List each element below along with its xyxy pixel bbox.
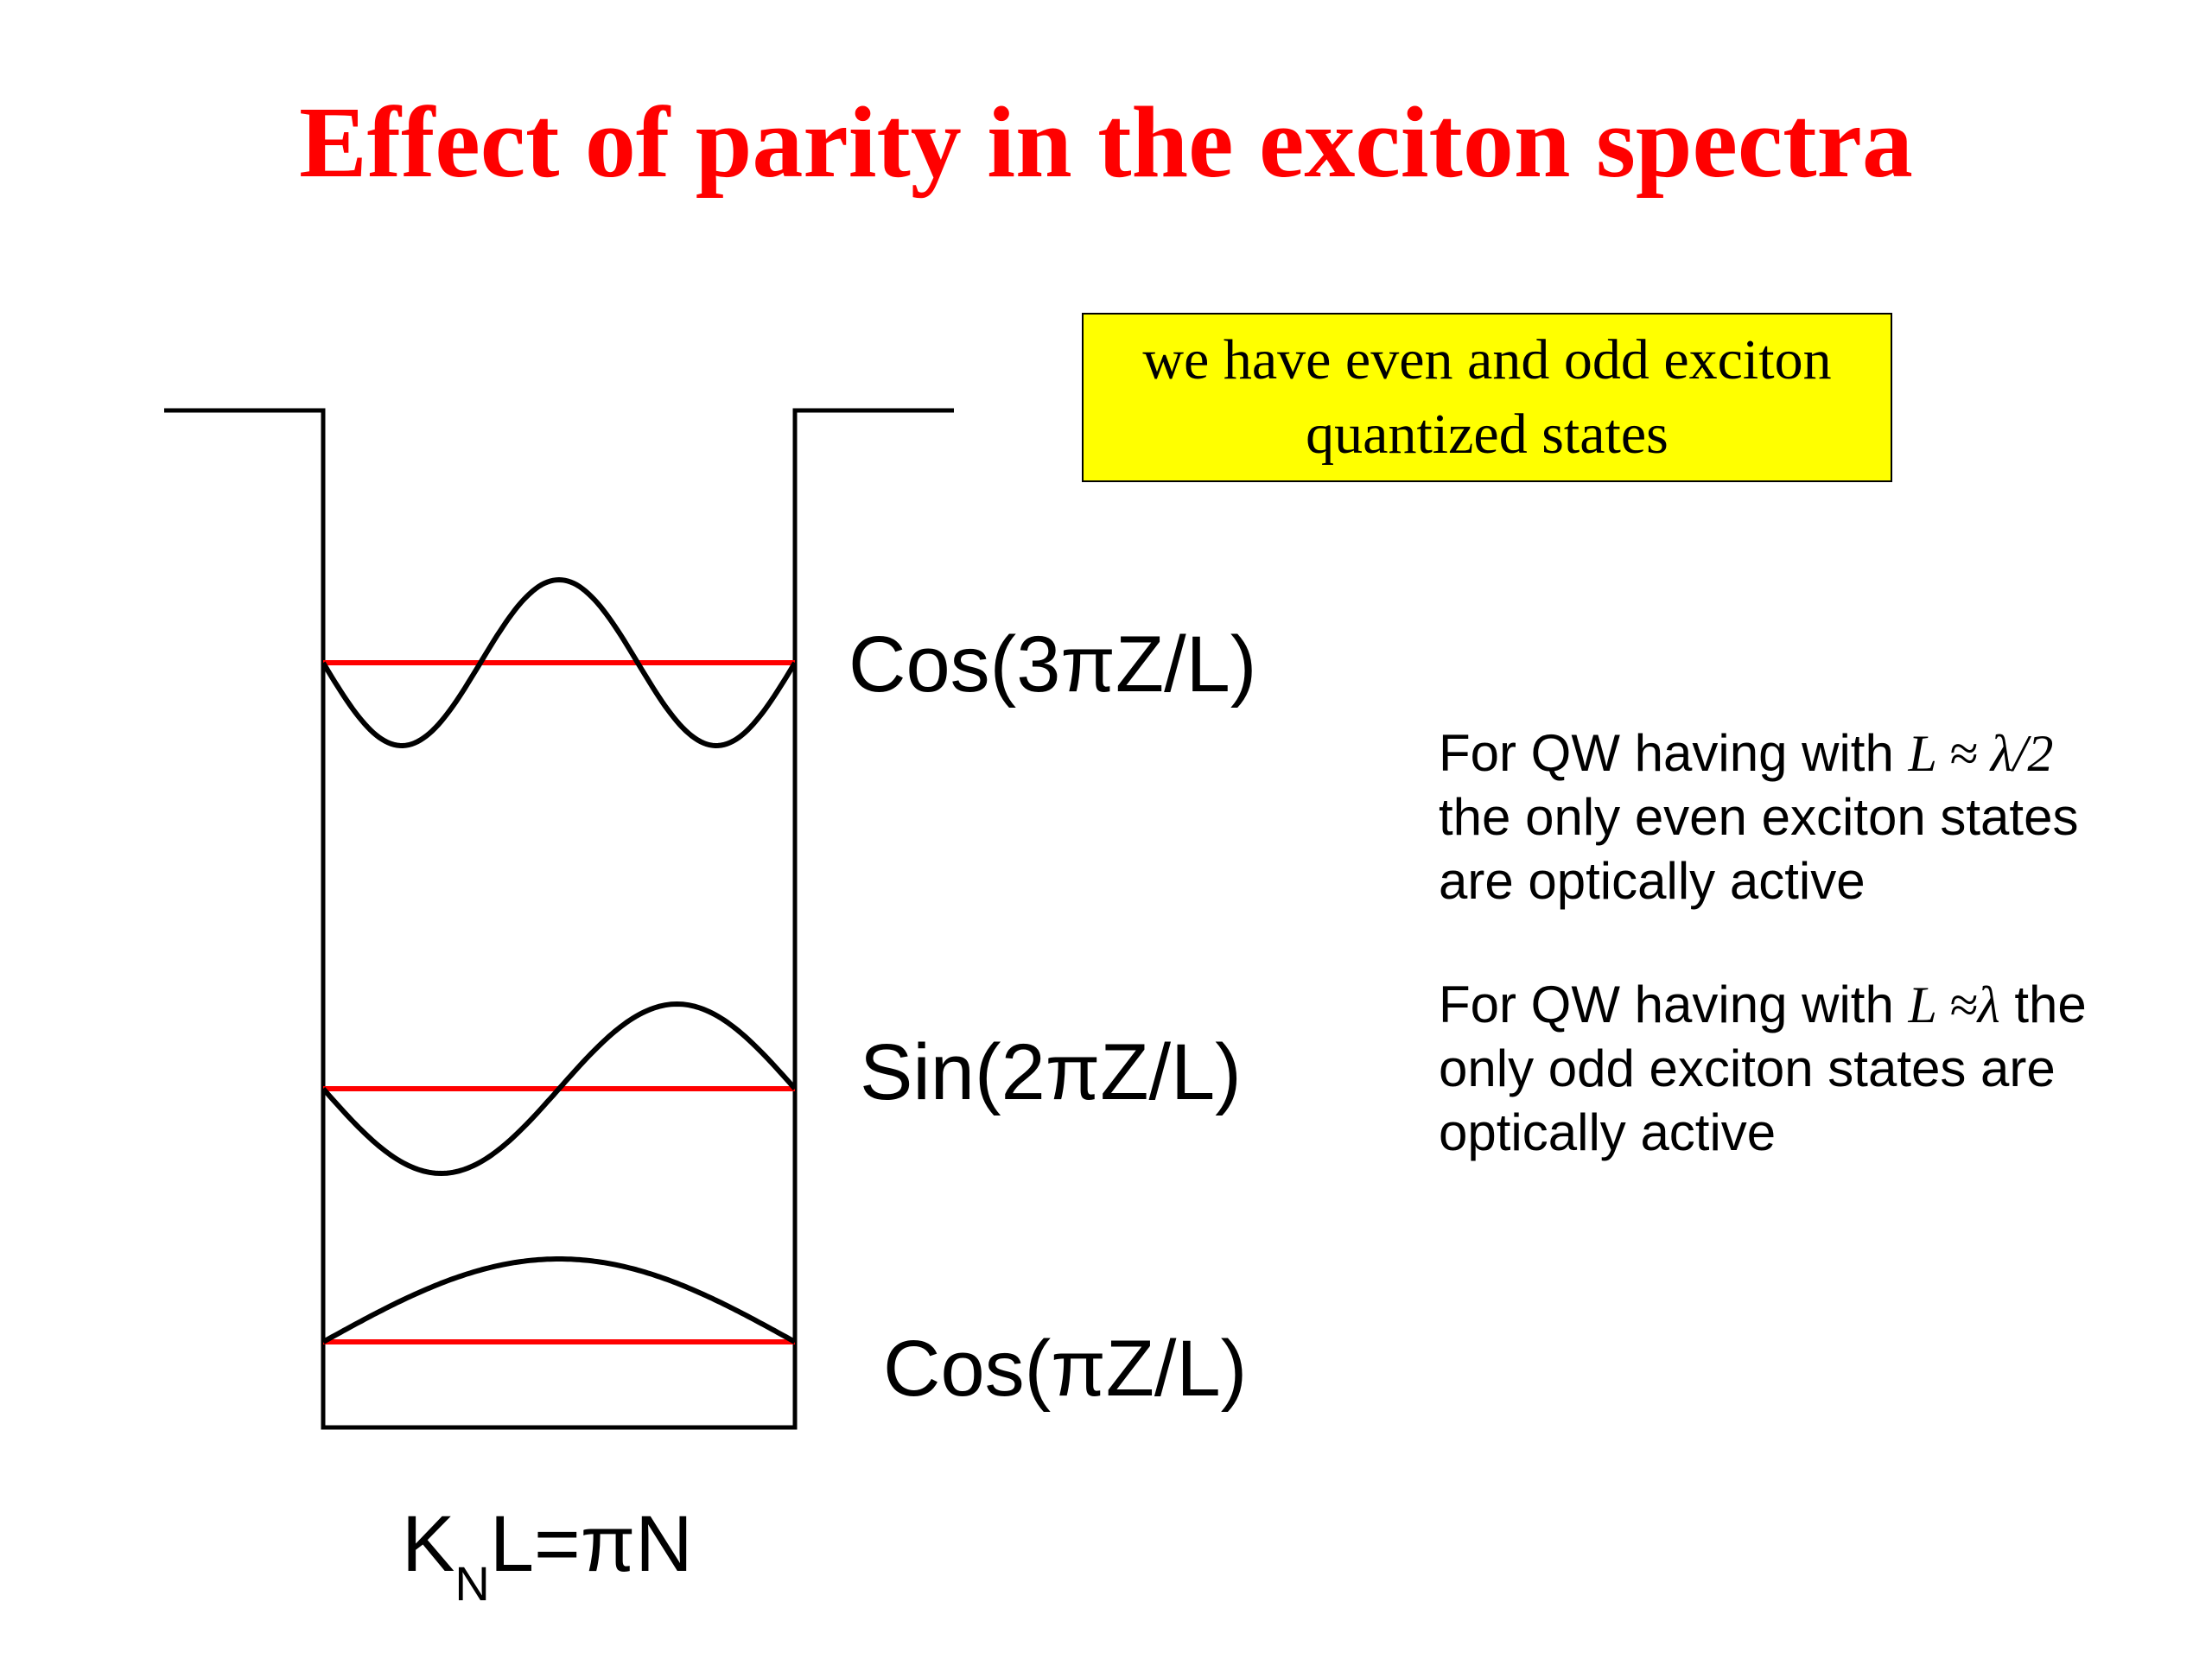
note-odd-text-2: the bbox=[2014, 976, 2087, 1033]
callout-box: we have even and odd exciton quantized s… bbox=[1082, 313, 1892, 482]
quantum-well-outline bbox=[164, 408, 954, 1430]
note-odd-line-1: For QW having with L ≈λ the bbox=[1439, 973, 2199, 1037]
wavefunction-curve-2 bbox=[321, 1001, 798, 1177]
note-even-line-2: the only even exciton states bbox=[1439, 788, 2079, 846]
note-odd-math: L ≈λ bbox=[1908, 976, 2000, 1033]
note-even-states: For QW having with L ≈ λ/2 the only even… bbox=[1439, 721, 2199, 913]
slide-title: Effect of parity in the exciton spectra bbox=[299, 86, 1913, 199]
callout-line-2: quantized states bbox=[1306, 403, 1669, 466]
callout-line-1: we have even and odd exciton bbox=[1142, 328, 1832, 391]
wavefunction-curve-1 bbox=[321, 1256, 797, 1344]
note-odd-states: For QW having with L ≈λ the only odd exc… bbox=[1439, 973, 2199, 1165]
note-odd-line-3: optically active bbox=[1439, 1103, 1777, 1161]
formula-k: K bbox=[402, 1500, 454, 1588]
note-even-math: L ≈ λ/2 bbox=[1908, 725, 2054, 782]
note-even-line-1: For QW having with L ≈ λ/2 bbox=[1439, 721, 2199, 785]
level-label-3: Cos(3πZ/L) bbox=[849, 620, 1256, 709]
wavefunction-curve-3 bbox=[321, 576, 798, 749]
quantization-formula: KNL=πN bbox=[402, 1500, 693, 1611]
formula-subscript: N bbox=[454, 1556, 489, 1611]
note-even-text-1: For QW having with bbox=[1439, 724, 1894, 782]
level-label-2: Sin(2πZ/L) bbox=[860, 1028, 1242, 1116]
note-even-line-3: are optically active bbox=[1439, 852, 1866, 910]
formula-rest: L=πN bbox=[490, 1500, 693, 1588]
note-odd-text-1: For QW having with bbox=[1439, 976, 1894, 1033]
level-label-1: Cos(πZ/L) bbox=[883, 1325, 1247, 1413]
note-odd-line-2: only odd exciton states are bbox=[1439, 1039, 2056, 1097]
